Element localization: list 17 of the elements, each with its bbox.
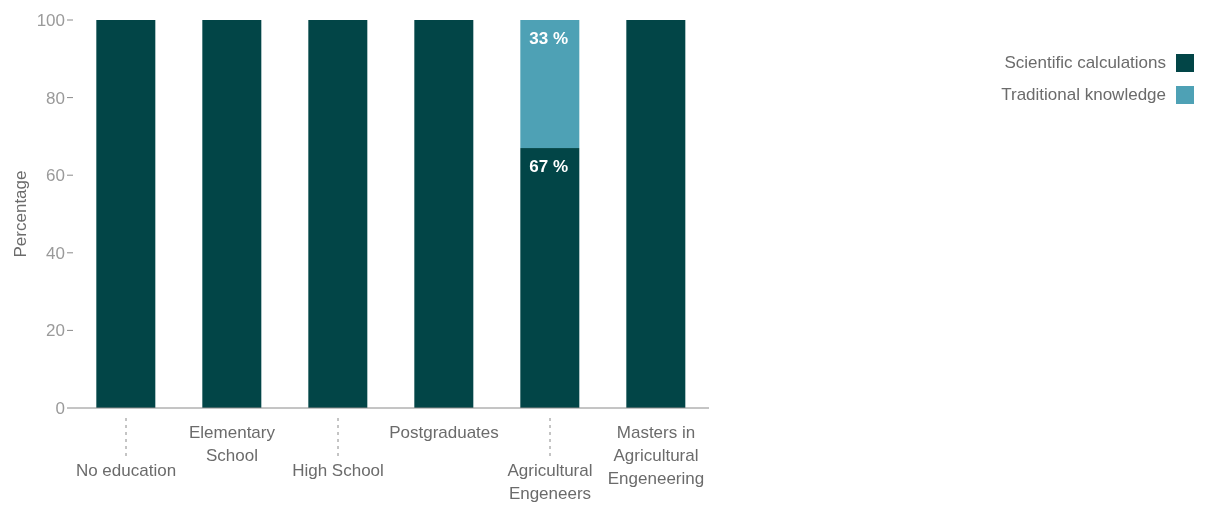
legend-label: Traditional knowledge xyxy=(1001,85,1166,105)
x-tick-label: Agricultural Engeneers xyxy=(507,461,593,503)
y-tick-label: 40 xyxy=(46,243,65,263)
y-tick-label: 0 xyxy=(55,399,65,419)
x-tick-label: Elementary School xyxy=(189,423,276,465)
y-tick-label: 100 xyxy=(36,11,65,31)
legend-label: Scientific calculations xyxy=(1004,53,1166,73)
data-label: 67 % xyxy=(529,157,569,177)
x-tick-label: Masters in Agricultural Engeneering xyxy=(607,423,705,488)
y-tick-label: 80 xyxy=(46,88,65,108)
x-tick-label: Postgraduates xyxy=(389,423,499,442)
y-axis-title: Percentage xyxy=(11,170,31,258)
y-tick-label: 20 xyxy=(46,321,65,341)
x-tick-label: High School xyxy=(292,461,384,480)
y-tick-label: 60 xyxy=(46,166,65,186)
x-tick-label: No education xyxy=(75,461,177,480)
data-label: 33 % xyxy=(529,29,569,48)
